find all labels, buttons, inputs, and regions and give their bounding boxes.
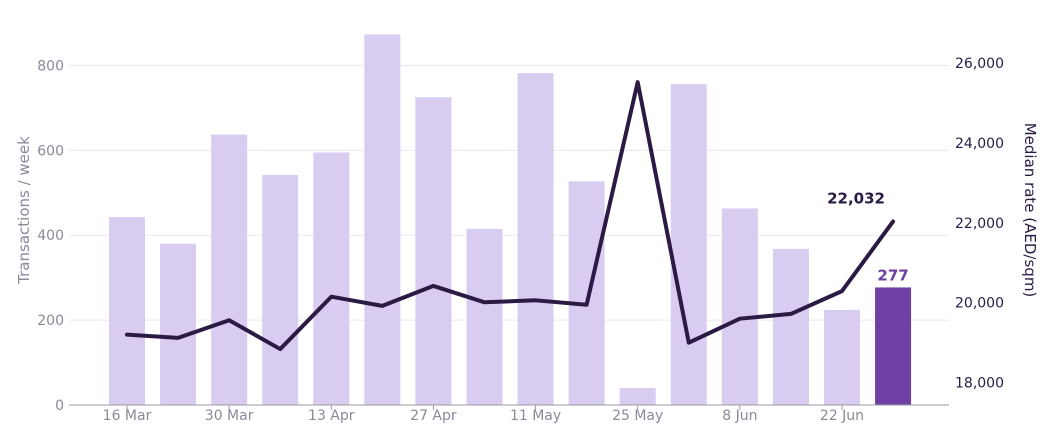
bar <box>364 34 401 406</box>
bar <box>313 152 350 405</box>
bar <box>772 248 809 405</box>
bar <box>160 243 197 405</box>
median-rate-line <box>125 80 896 352</box>
y-axis-right-label: Median rate (AED/sqm) <box>1021 123 1039 298</box>
bar <box>517 73 554 405</box>
callouts: 22,032 277 <box>827 190 909 285</box>
x-tick-label: 8 Jun <box>722 408 757 424</box>
y-right-tick-label: 22,000 <box>955 216 1004 232</box>
y-left-tick-label: 600 <box>37 143 64 159</box>
bar-highlight <box>875 287 912 405</box>
x-tick-label: 30 Mar <box>205 408 254 424</box>
bar-series <box>109 34 912 406</box>
bar <box>466 228 503 405</box>
y-axis-left-label: Transactions / week <box>15 136 33 285</box>
bar <box>670 84 707 406</box>
x-tick-label: 16 Mar <box>103 408 152 424</box>
y-left-tick-label: 800 <box>37 58 64 74</box>
bar <box>415 97 452 406</box>
line-series <box>125 80 896 352</box>
bar <box>262 174 299 405</box>
bar-last-value-label: 277 <box>877 266 908 284</box>
x-tick-label: 11 May <box>510 408 561 424</box>
y-left-tick-label: 0 <box>55 398 64 414</box>
gridlines <box>69 64 949 321</box>
bar <box>619 388 656 405</box>
y-right-tick-label: 18,000 <box>955 376 1004 392</box>
x-tick-label: 27 Apr <box>410 408 457 424</box>
y-right-tick-label: 24,000 <box>955 136 1004 152</box>
bar <box>721 208 758 405</box>
line-last-value-label: 22,032 <box>827 190 885 208</box>
axes: 0 200 400 600 800 18,000 20,000 22,000 24,000 26,… <box>37 56 1004 424</box>
bar <box>823 309 860 405</box>
x-tick-label: 13 Apr <box>308 408 355 424</box>
x-tick-label: 22 Jun <box>820 408 864 424</box>
bar <box>211 134 248 405</box>
y-left-tick-label: 400 <box>37 228 64 244</box>
x-tick-label: 25 May <box>612 408 663 424</box>
y-right-tick-label: 20,000 <box>955 296 1004 312</box>
bar <box>109 216 145 405</box>
bar <box>568 181 605 405</box>
y-right-tick-label: 26,000 <box>955 56 1004 72</box>
y-left-tick-label: 200 <box>37 313 64 329</box>
